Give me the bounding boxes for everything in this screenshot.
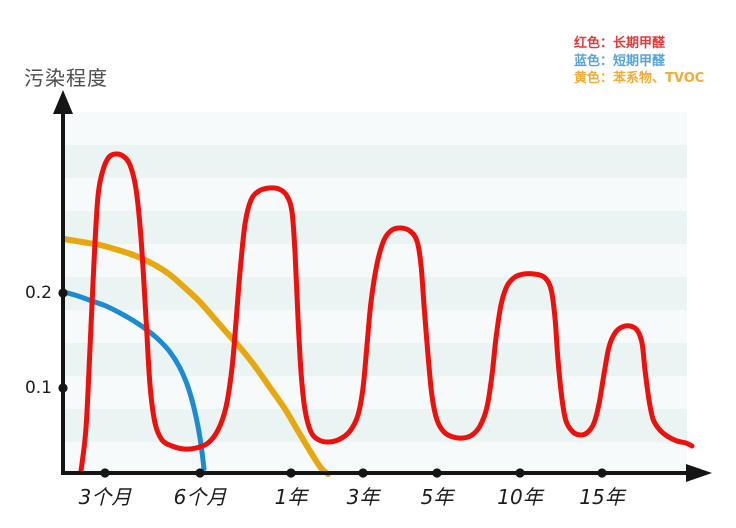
legend-item-benzene-tvoc: 黄色：苯系物、TVOC (574, 71, 705, 86)
x-tick-label: 3个月 (78, 485, 132, 509)
plot-background-stripe (63, 310, 687, 343)
legend-item-long-term-formaldehyde: 红色：长期甲醛 (574, 36, 666, 51)
x-tick-label: 10年 (497, 485, 543, 509)
plot-background-stripe (63, 211, 687, 244)
x-tick-label: 1年 (274, 485, 308, 509)
series-line-short-term-formaldehyde (61, 289, 207, 472)
x-tick-label: 3年 (346, 485, 380, 509)
legend: 红色：长期甲醛 蓝色：短期甲醛 黄色：苯系物、TVOC (574, 35, 704, 88)
plot-background-stripe (63, 442, 687, 471)
x-tick-dot (286, 468, 296, 478)
y-tick-dot (58, 288, 68, 298)
x-tick-dot (358, 468, 368, 478)
x-tick-dot (432, 468, 442, 478)
plot-background-stripe (63, 112, 687, 145)
x-tick-dot (597, 468, 607, 478)
plot-background-stripe (63, 376, 687, 409)
y-axis-title: 污染程度 (24, 66, 108, 90)
x-tick-label: 6个月 (173, 485, 227, 509)
x-tick-dot (100, 468, 110, 478)
plot-background-stripe (63, 178, 687, 211)
x-axis-arrow-icon (686, 464, 712, 482)
x-tick-dot (195, 468, 205, 478)
x-axis-labels: 3个月 6个月 1年 3年 5年 10年 15年 (0, 481, 736, 511)
legend-item-short-term-formaldehyde: 蓝色：短期甲醛 (574, 53, 666, 69)
plot-background-stripe (63, 145, 687, 178)
x-tick-label: 15年 (579, 485, 625, 509)
y-tick-dot (58, 383, 68, 393)
y-axis-arrow-icon (53, 90, 73, 114)
x-tick-label: 5年 (420, 485, 454, 509)
x-tick-dot (515, 468, 525, 478)
plot-background-stripe (63, 343, 687, 376)
y-tick-label-0-2: 0.2 (24, 283, 52, 303)
series-line-long-term-formaldehyde (78, 151, 695, 474)
series-line-benzene-tvoc (61, 236, 331, 477)
y-tick-label-0-1: 0.1 (24, 378, 52, 398)
